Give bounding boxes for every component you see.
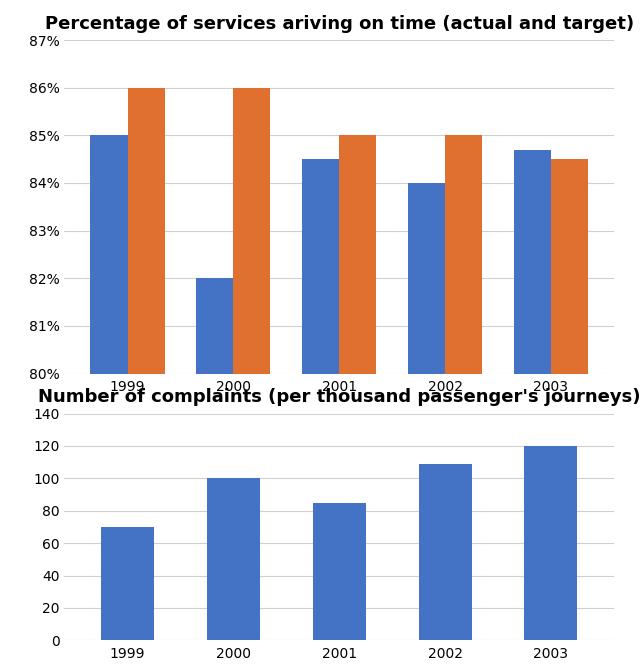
Bar xyxy=(313,503,365,640)
Bar xyxy=(101,527,154,640)
Bar xyxy=(196,278,234,667)
Bar xyxy=(234,87,271,667)
Bar xyxy=(419,464,472,640)
Bar xyxy=(207,478,260,640)
Bar xyxy=(514,149,551,667)
Bar xyxy=(90,135,127,667)
Bar xyxy=(524,446,577,640)
Bar xyxy=(302,159,339,667)
Bar xyxy=(445,135,482,667)
Bar xyxy=(408,183,445,667)
Title: Percentage of services ariving on time (actual and target): Percentage of services ariving on time (… xyxy=(45,15,634,33)
Bar xyxy=(339,135,376,667)
Bar xyxy=(127,87,164,667)
Title: Number of complaints (per thousand passenger's journeys): Number of complaints (per thousand passe… xyxy=(38,388,640,406)
Bar xyxy=(551,159,588,667)
Legend: Actual, Target: Actual, Target xyxy=(260,435,419,460)
